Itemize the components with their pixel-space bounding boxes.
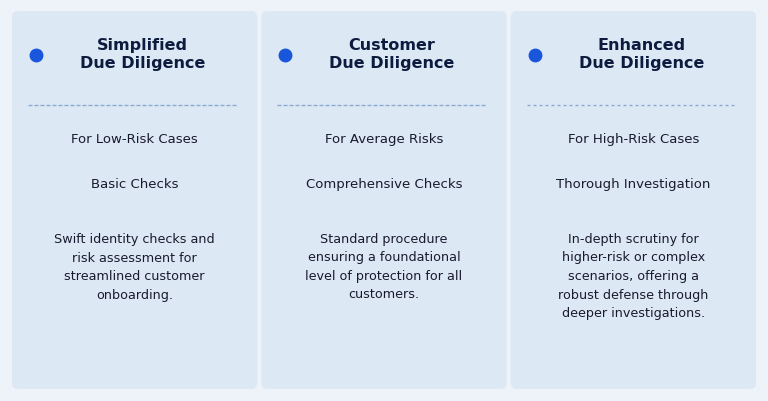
Text: Basic Checks: Basic Checks [91, 178, 178, 190]
Text: For High-Risk Cases: For High-Risk Cases [568, 133, 699, 146]
Text: For Average Risks: For Average Risks [325, 133, 443, 146]
Text: Standard procedure
ensuring a foundational
level of protection for all
customers: Standard procedure ensuring a foundation… [306, 233, 462, 301]
Text: Comprehensive Checks: Comprehensive Checks [306, 178, 462, 190]
Text: Simplified
Due Diligence: Simplified Due Diligence [80, 38, 205, 71]
FancyBboxPatch shape [511, 12, 756, 389]
Text: Thorough Investigation: Thorough Investigation [556, 178, 710, 190]
FancyBboxPatch shape [261, 12, 507, 389]
Text: Enhanced
Due Diligence: Enhanced Due Diligence [578, 38, 704, 71]
Text: For Low-Risk Cases: For Low-Risk Cases [71, 133, 198, 146]
Text: Customer
Due Diligence: Customer Due Diligence [329, 38, 455, 71]
FancyBboxPatch shape [12, 12, 257, 389]
Text: Swift identity checks and
risk assessment for
streamlined customer
onboarding.: Swift identity checks and risk assessmen… [55, 233, 215, 301]
Text: In-depth scrutiny for
higher-risk or complex
scenarios, offering a
robust defens: In-depth scrutiny for higher-risk or com… [558, 233, 709, 319]
